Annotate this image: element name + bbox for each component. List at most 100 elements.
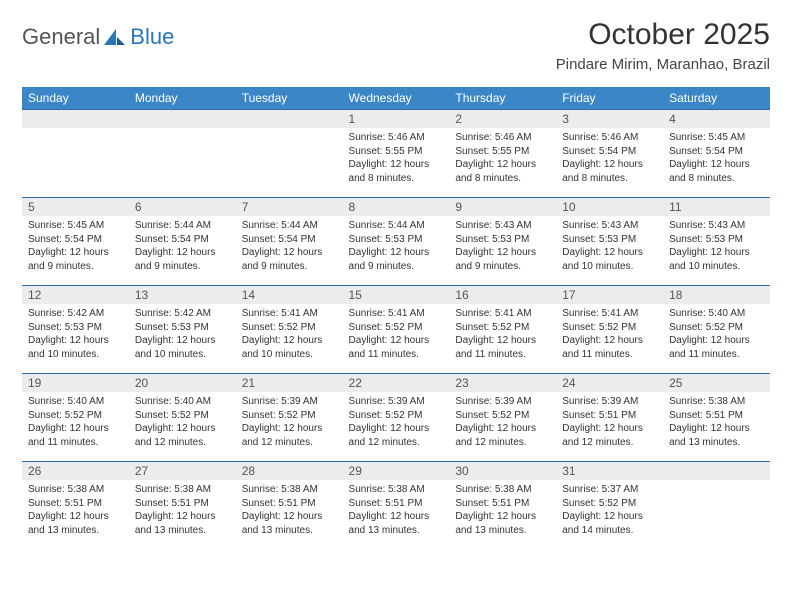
daylight-line: Daylight: 12 hours and 11 minutes.	[28, 422, 123, 449]
calendar-day-cell: 16Sunrise: 5:41 AMSunset: 5:52 PMDayligh…	[449, 286, 556, 374]
day-number	[22, 110, 129, 128]
day-content: Sunrise: 5:39 AMSunset: 5:51 PMDaylight:…	[556, 392, 663, 453]
daylight-line: Daylight: 12 hours and 11 minutes.	[349, 334, 444, 361]
sunrise-line: Sunrise: 5:42 AM	[28, 307, 123, 321]
daylight-line: Daylight: 12 hours and 12 minutes.	[562, 422, 657, 449]
day-content: Sunrise: 5:43 AMSunset: 5:53 PMDaylight:…	[556, 216, 663, 277]
calendar-week-row: 12Sunrise: 5:42 AMSunset: 5:53 PMDayligh…	[22, 286, 770, 374]
calendar-day-cell: 6Sunrise: 5:44 AMSunset: 5:54 PMDaylight…	[129, 198, 236, 286]
day-number: 17	[556, 286, 663, 304]
day-content: Sunrise: 5:37 AMSunset: 5:52 PMDaylight:…	[556, 480, 663, 541]
sunrise-line: Sunrise: 5:42 AM	[135, 307, 230, 321]
day-number: 4	[663, 110, 770, 128]
weekday-header-row: Sunday Monday Tuesday Wednesday Thursday…	[22, 87, 770, 110]
day-number: 29	[343, 462, 450, 480]
day-content	[129, 128, 236, 135]
sunset-line: Sunset: 5:51 PM	[349, 497, 444, 511]
sunrise-line: Sunrise: 5:38 AM	[28, 483, 123, 497]
day-content	[236, 128, 343, 135]
day-number: 22	[343, 374, 450, 392]
daylight-line: Daylight: 12 hours and 11 minutes.	[669, 334, 764, 361]
sunrise-line: Sunrise: 5:39 AM	[455, 395, 550, 409]
sunrise-line: Sunrise: 5:45 AM	[28, 219, 123, 233]
weekday-header: Wednesday	[343, 87, 450, 110]
day-number: 27	[129, 462, 236, 480]
calendar-day-cell: 7Sunrise: 5:44 AMSunset: 5:54 PMDaylight…	[236, 198, 343, 286]
daylight-line: Daylight: 12 hours and 13 minutes.	[349, 510, 444, 537]
day-content: Sunrise: 5:40 AMSunset: 5:52 PMDaylight:…	[663, 304, 770, 365]
sunrise-line: Sunrise: 5:45 AM	[669, 131, 764, 145]
daylight-line: Daylight: 12 hours and 9 minutes.	[28, 246, 123, 273]
calendar-day-cell: 8Sunrise: 5:44 AMSunset: 5:53 PMDaylight…	[343, 198, 450, 286]
day-content	[22, 128, 129, 135]
sunset-line: Sunset: 5:54 PM	[242, 233, 337, 247]
calendar-day-cell: 24Sunrise: 5:39 AMSunset: 5:51 PMDayligh…	[556, 374, 663, 462]
title-block: October 2025 Pindare Mirim, Maranhao, Br…	[556, 18, 770, 73]
day-number: 7	[236, 198, 343, 216]
day-number: 16	[449, 286, 556, 304]
sunset-line: Sunset: 5:52 PM	[349, 321, 444, 335]
calendar-day-cell: 26Sunrise: 5:38 AMSunset: 5:51 PMDayligh…	[22, 462, 129, 550]
daylight-line: Daylight: 12 hours and 10 minutes.	[669, 246, 764, 273]
day-number	[663, 462, 770, 480]
sunset-line: Sunset: 5:52 PM	[669, 321, 764, 335]
sunrise-line: Sunrise: 5:44 AM	[135, 219, 230, 233]
sunset-line: Sunset: 5:53 PM	[669, 233, 764, 247]
sunrise-line: Sunrise: 5:44 AM	[242, 219, 337, 233]
calendar-day-cell: 15Sunrise: 5:41 AMSunset: 5:52 PMDayligh…	[343, 286, 450, 374]
day-number: 10	[556, 198, 663, 216]
calendar-day-cell: 22Sunrise: 5:39 AMSunset: 5:52 PMDayligh…	[343, 374, 450, 462]
calendar-day-cell: 10Sunrise: 5:43 AMSunset: 5:53 PMDayligh…	[556, 198, 663, 286]
weekday-header: Thursday	[449, 87, 556, 110]
calendar-day-cell	[663, 462, 770, 550]
calendar-day-cell: 30Sunrise: 5:38 AMSunset: 5:51 PMDayligh…	[449, 462, 556, 550]
calendar-day-cell: 31Sunrise: 5:37 AMSunset: 5:52 PMDayligh…	[556, 462, 663, 550]
sunrise-line: Sunrise: 5:41 AM	[455, 307, 550, 321]
day-content: Sunrise: 5:46 AMSunset: 5:54 PMDaylight:…	[556, 128, 663, 189]
sunrise-line: Sunrise: 5:38 AM	[242, 483, 337, 497]
day-number: 23	[449, 374, 556, 392]
day-content: Sunrise: 5:39 AMSunset: 5:52 PMDaylight:…	[449, 392, 556, 453]
sunset-line: Sunset: 5:52 PM	[455, 321, 550, 335]
calendar-day-cell	[236, 110, 343, 198]
calendar-day-cell: 11Sunrise: 5:43 AMSunset: 5:53 PMDayligh…	[663, 198, 770, 286]
daylight-line: Daylight: 12 hours and 10 minutes.	[135, 334, 230, 361]
sunrise-line: Sunrise: 5:46 AM	[349, 131, 444, 145]
day-content: Sunrise: 5:43 AMSunset: 5:53 PMDaylight:…	[449, 216, 556, 277]
day-number: 6	[129, 198, 236, 216]
weekday-header: Friday	[556, 87, 663, 110]
logo-sail-icon	[102, 27, 126, 47]
logo: General Blue	[22, 24, 174, 50]
day-number: 2	[449, 110, 556, 128]
day-content: Sunrise: 5:42 AMSunset: 5:53 PMDaylight:…	[129, 304, 236, 365]
sunset-line: Sunset: 5:51 PM	[669, 409, 764, 423]
day-content: Sunrise: 5:44 AMSunset: 5:53 PMDaylight:…	[343, 216, 450, 277]
sunrise-line: Sunrise: 5:40 AM	[669, 307, 764, 321]
sunset-line: Sunset: 5:51 PM	[28, 497, 123, 511]
day-number: 12	[22, 286, 129, 304]
daylight-line: Daylight: 12 hours and 10 minutes.	[562, 246, 657, 273]
sunrise-line: Sunrise: 5:44 AM	[349, 219, 444, 233]
daylight-line: Daylight: 12 hours and 8 minutes.	[562, 158, 657, 185]
daylight-line: Daylight: 12 hours and 8 minutes.	[669, 158, 764, 185]
day-content: Sunrise: 5:38 AMSunset: 5:51 PMDaylight:…	[129, 480, 236, 541]
day-content: Sunrise: 5:45 AMSunset: 5:54 PMDaylight:…	[22, 216, 129, 277]
calendar-day-cell: 9Sunrise: 5:43 AMSunset: 5:53 PMDaylight…	[449, 198, 556, 286]
sunrise-line: Sunrise: 5:37 AM	[562, 483, 657, 497]
day-content: Sunrise: 5:40 AMSunset: 5:52 PMDaylight:…	[22, 392, 129, 453]
location-text: Pindare Mirim, Maranhao, Brazil	[556, 56, 770, 73]
daylight-line: Daylight: 12 hours and 12 minutes.	[242, 422, 337, 449]
daylight-line: Daylight: 12 hours and 9 minutes.	[349, 246, 444, 273]
day-content: Sunrise: 5:46 AMSunset: 5:55 PMDaylight:…	[449, 128, 556, 189]
day-content: Sunrise: 5:38 AMSunset: 5:51 PMDaylight:…	[449, 480, 556, 541]
day-content: Sunrise: 5:41 AMSunset: 5:52 PMDaylight:…	[556, 304, 663, 365]
weekday-header: Tuesday	[236, 87, 343, 110]
calendar-day-cell: 3Sunrise: 5:46 AMSunset: 5:54 PMDaylight…	[556, 110, 663, 198]
day-content: Sunrise: 5:40 AMSunset: 5:52 PMDaylight:…	[129, 392, 236, 453]
calendar-day-cell: 12Sunrise: 5:42 AMSunset: 5:53 PMDayligh…	[22, 286, 129, 374]
day-number: 21	[236, 374, 343, 392]
daylight-line: Daylight: 12 hours and 11 minutes.	[562, 334, 657, 361]
day-content: Sunrise: 5:41 AMSunset: 5:52 PMDaylight:…	[343, 304, 450, 365]
sunset-line: Sunset: 5:54 PM	[562, 145, 657, 159]
calendar-week-row: 1Sunrise: 5:46 AMSunset: 5:55 PMDaylight…	[22, 110, 770, 198]
